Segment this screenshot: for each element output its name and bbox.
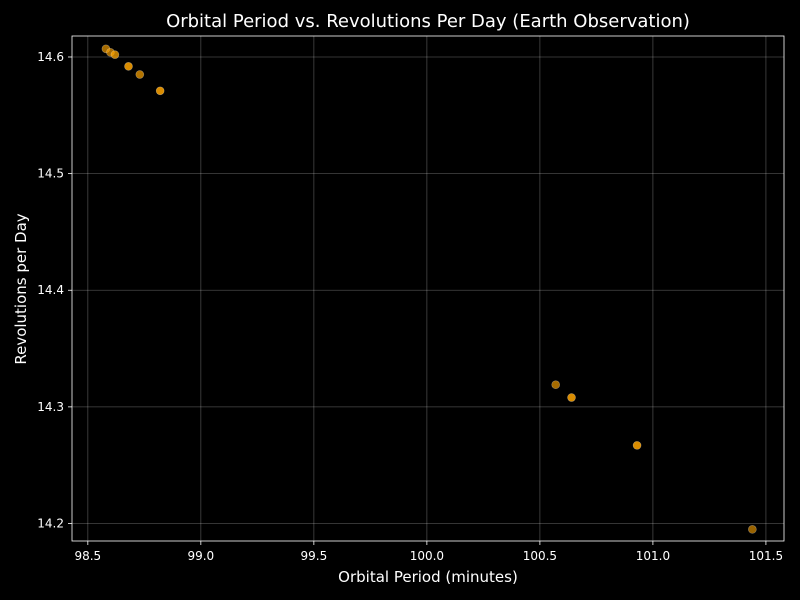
y-tick-label: 14.2: [37, 517, 64, 531]
x-tick-label: 98.5: [74, 549, 101, 563]
x-tick-label: 100.5: [523, 549, 557, 563]
y-axis-label: Revolutions per Day: [12, 213, 30, 364]
data-point: [135, 70, 145, 79]
data-point: [632, 441, 642, 450]
x-tick-label: 99.0: [187, 549, 214, 563]
y-tick-label: 14.5: [37, 167, 64, 181]
x-tick-label: 100.0: [410, 549, 444, 563]
x-tick-label: 99.5: [300, 549, 327, 563]
x-tick-label: 101.5: [749, 549, 783, 563]
y-tick-label: 14.3: [37, 400, 64, 414]
data-point: [748, 525, 757, 534]
data-points: [101, 44, 757, 534]
y-tick-label: 14.6: [37, 50, 64, 64]
data-point: [551, 380, 561, 390]
data-point: [567, 393, 576, 402]
chart-title: Orbital Period vs. Revolutions Per Day (…: [166, 11, 690, 32]
x-axis-label: Orbital Period (minutes): [338, 568, 518, 586]
x-tick-label: 101.0: [636, 549, 670, 563]
y-tick-label: 14.4: [37, 283, 64, 297]
grid-lines: [72, 36, 784, 541]
data-point: [110, 50, 120, 59]
data-point: [155, 86, 165, 96]
axis-ticks: 98.5 99.0 99.5 100.0 100.5 101.0 101.5 14.2 14.3…: [37, 50, 783, 563]
plot-area-frame: [71, 35, 785, 542]
data-point: [124, 62, 133, 71]
